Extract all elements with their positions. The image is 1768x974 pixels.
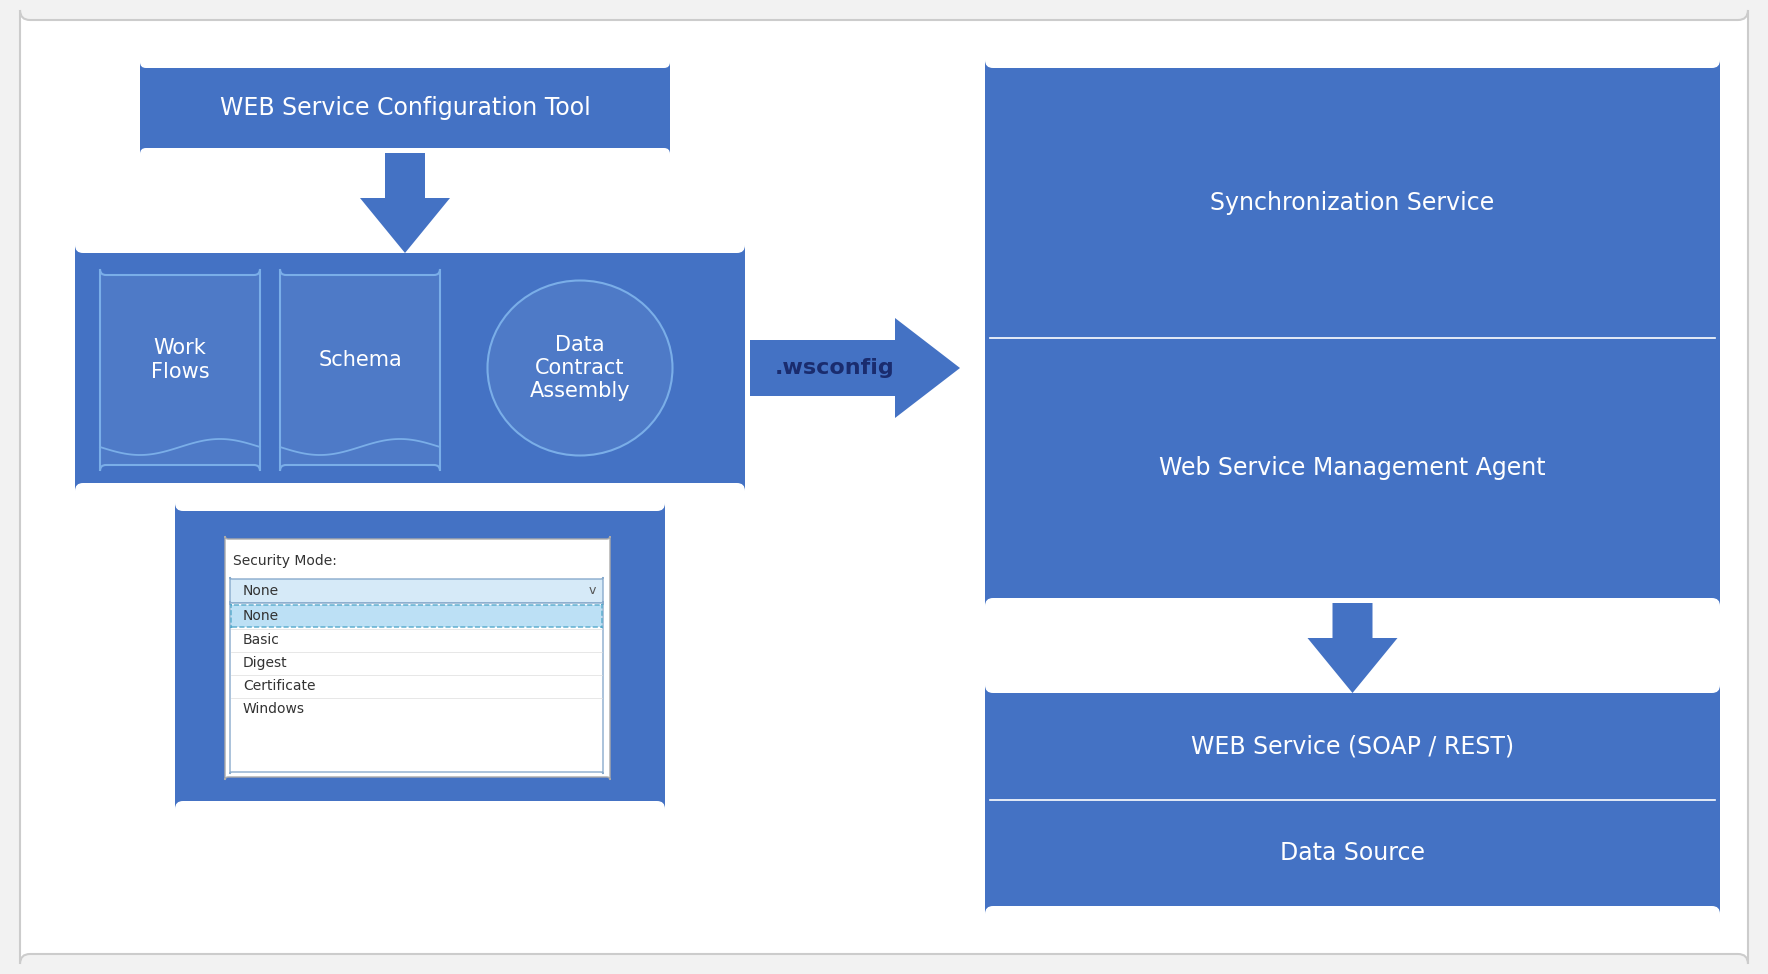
FancyBboxPatch shape [232,604,601,628]
FancyBboxPatch shape [985,60,1720,606]
FancyBboxPatch shape [985,685,1720,914]
Text: Basic: Basic [242,633,279,647]
Text: Web Service Management Agent: Web Service Management Agent [1160,456,1545,480]
FancyBboxPatch shape [140,62,670,154]
Text: Data
Contract
Assembly: Data Contract Assembly [530,335,631,401]
Text: Data Source: Data Source [1280,841,1425,865]
Text: WEB Service (SOAP / REST): WEB Service (SOAP / REST) [1192,734,1513,758]
Text: Windows: Windows [242,702,306,716]
Text: Security Mode:: Security Mode: [233,554,338,568]
FancyBboxPatch shape [230,601,603,774]
FancyBboxPatch shape [74,245,744,491]
FancyBboxPatch shape [19,10,1749,964]
FancyBboxPatch shape [101,269,260,471]
FancyBboxPatch shape [175,503,665,809]
FancyBboxPatch shape [225,536,610,780]
FancyBboxPatch shape [279,269,440,471]
Text: .wsconfig: .wsconfig [774,358,895,378]
Text: WEB Service Configuration Tool: WEB Service Configuration Tool [219,96,591,120]
Text: Work
Flows: Work Flows [150,338,209,382]
Polygon shape [750,318,960,418]
Ellipse shape [488,281,672,456]
Polygon shape [361,153,451,253]
Text: None: None [242,609,279,623]
Polygon shape [1308,603,1397,693]
Text: v: v [589,584,596,597]
Text: Certificate: Certificate [242,679,315,693]
Text: None: None [242,584,279,598]
Text: Synchronization Service: Synchronization Service [1211,191,1494,215]
Text: Digest: Digest [242,656,288,670]
FancyBboxPatch shape [230,577,603,605]
Text: Schema: Schema [318,350,401,370]
